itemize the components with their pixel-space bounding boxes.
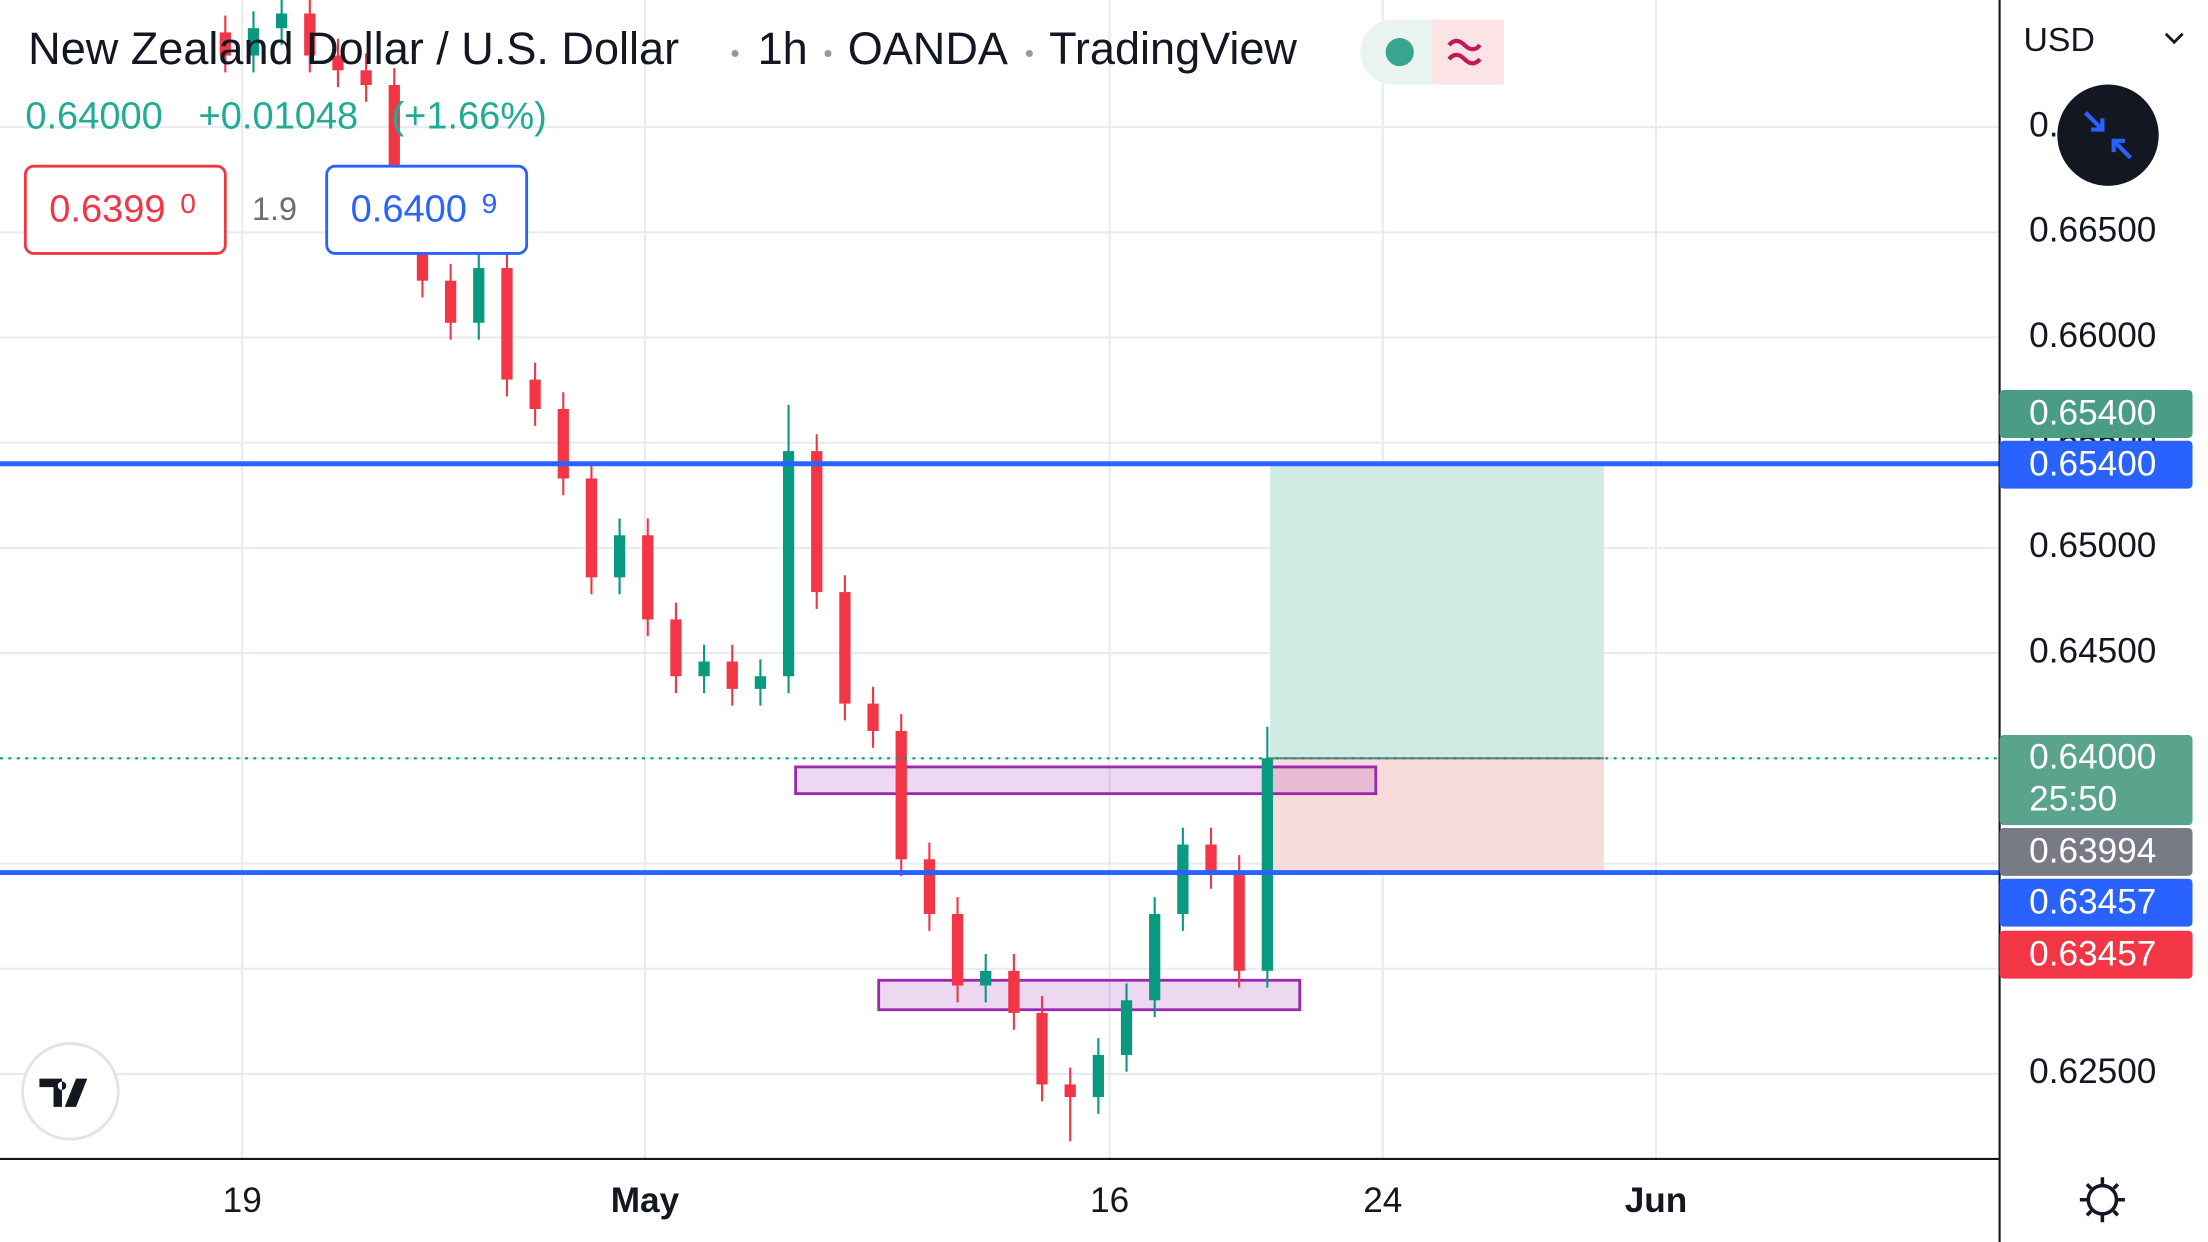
- collapse-icon: [2083, 111, 2133, 160]
- separator: [731, 49, 739, 58]
- candle-body: [980, 970, 992, 986]
- candle-body: [304, 13, 316, 56]
- candle-body: [1177, 844, 1189, 915]
- candle-body: [1008, 970, 1020, 1013]
- x-tick-label: Jun: [1625, 1181, 1688, 1220]
- collapse-button[interactable]: [2057, 84, 2159, 186]
- price-tag: [1999, 878, 2193, 927]
- approx-icon: [1447, 38, 1482, 66]
- candle-body: [951, 914, 964, 986]
- candle-body: [867, 703, 879, 731]
- candle-body: [360, 70, 372, 86]
- axis-bg: [1999, 0, 2208, 1242]
- candle-body: [698, 661, 710, 677]
- y-tick-label: 0.66500: [2029, 211, 2156, 250]
- candle-body: [839, 592, 851, 704]
- buy-pip: 9: [482, 188, 498, 219]
- x-tick-label: 24: [1363, 1181, 1402, 1220]
- sell-button[interactable]: [23, 164, 227, 255]
- symbol-title: New Zealand Dollar / U.S. Dollar: [28, 23, 679, 74]
- buy-price: 0.6400: [351, 188, 467, 230]
- x-tick-label: 16: [1090, 1181, 1129, 1220]
- candle-body: [811, 451, 823, 593]
- candle-body: [1064, 1084, 1076, 1098]
- gear: [2086, 1183, 2119, 1216]
- price-tag: [1999, 440, 2193, 489]
- candle-body: [219, 32, 231, 56]
- price-tag-label: 0.63457: [2029, 882, 2156, 921]
- buy-button[interactable]: [325, 164, 529, 255]
- price-tag-label: 0.64000: [2029, 737, 2156, 776]
- price-tag-label: 0.63994: [2029, 832, 2156, 871]
- price-tag-label: 0.65400: [2029, 394, 2156, 433]
- price-tag: [1999, 930, 2193, 979]
- price-tag-countdown: 25:50: [2029, 780, 2117, 819]
- candle-body: [276, 13, 288, 29]
- y-tick-label: 0.66000: [2029, 316, 2156, 355]
- price-tag: [1999, 390, 2193, 438]
- candle-body: [473, 268, 485, 323]
- zone: [877, 978, 1302, 1012]
- candle-body: [585, 478, 598, 578]
- currency-select[interactable]: USD: [2024, 21, 2095, 59]
- position-stop: [1270, 758, 1604, 873]
- price-tag: [1999, 735, 2193, 826]
- last-price: 0.64000: [25, 95, 162, 137]
- status-pill-right: [1432, 19, 1504, 85]
- candle-body: [1205, 844, 1217, 872]
- market-open-dot: [1385, 38, 1414, 67]
- candle-body: [726, 661, 738, 689]
- overlay: New Zealand Dollar / U.S. Dollar 1h OAND…: [21, 19, 1504, 1141]
- candle-body: [1092, 1054, 1104, 1098]
- candle-body: [1036, 1012, 1048, 1085]
- interval: 1h: [758, 23, 808, 74]
- candle-body: [529, 379, 541, 410]
- candle-body: [895, 730, 907, 860]
- chevron: [2164, 32, 2184, 45]
- candle-body: [388, 85, 400, 212]
- candle-body: [670, 619, 682, 677]
- change-pct: (+1.66%): [391, 95, 546, 137]
- spread: 1.9: [252, 191, 297, 227]
- y-tick-label: 0.65000: [2029, 526, 2156, 565]
- candle-body: [332, 55, 344, 71]
- candle-body: [247, 28, 260, 56]
- tv-logo-button[interactable]: [21, 1042, 120, 1141]
- candle-body: [613, 535, 626, 578]
- price-tag: [1999, 828, 2193, 876]
- tv-logo: [39, 1078, 88, 1107]
- zone: [794, 765, 1378, 796]
- candle-body: [1261, 758, 1273, 971]
- x-tick-label: May: [611, 1181, 680, 1220]
- time-axis-bg: [0, 1158, 2000, 1242]
- candle-body: [642, 535, 654, 620]
- sell-price: 0.6399: [49, 188, 165, 230]
- position-target: [1270, 463, 1604, 759]
- source: OANDA: [848, 23, 1008, 74]
- candle-body: [1149, 914, 1161, 1001]
- candle-body: [754, 676, 767, 689]
- y-tick-label: 0.64500: [2029, 631, 2156, 670]
- brand: TradingView: [1049, 23, 1297, 74]
- sell-pip: 0: [180, 188, 196, 219]
- separator: [824, 49, 832, 58]
- candle-body: [444, 280, 457, 323]
- change: +0.01048: [199, 95, 359, 137]
- x-tick-label: 19: [223, 1181, 262, 1220]
- candle-body: [782, 451, 795, 677]
- price-tag-label: 0.65400: [2029, 444, 2156, 483]
- candle-body: [1120, 1000, 1133, 1055]
- price-tag-label: 0.63457: [2029, 934, 2156, 973]
- y-tick-label: 0.62500: [2029, 1052, 2156, 1091]
- separator: [1025, 49, 1033, 58]
- candle-body: [557, 409, 569, 479]
- candle-body: [1233, 871, 1245, 971]
- candle-body: [501, 268, 513, 380]
- candle-body: [923, 859, 936, 915]
